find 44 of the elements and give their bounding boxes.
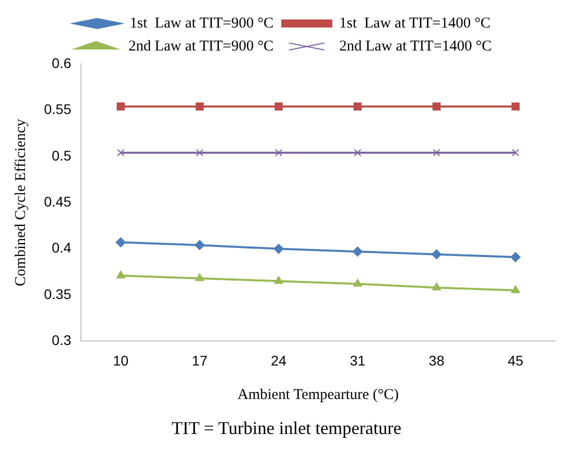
y-tick-label: 0.55 — [44, 101, 72, 118]
point — [352, 246, 363, 257]
point — [432, 249, 442, 260]
x-tick-label: 24 — [270, 352, 287, 368]
x-tick-label: 17 — [192, 352, 208, 368]
point — [512, 149, 520, 156]
legend-label: 1st Law at TIT=900 °C — [130, 15, 274, 32]
point — [116, 102, 125, 111]
legend-label: 2nd Law at TIT=1400 °C — [339, 38, 492, 54]
x-tick-label: 31 — [350, 352, 366, 368]
legend-label: 2nd Law at TIT=900 °C — [128, 38, 274, 54]
point — [274, 149, 282, 156]
x-tick-label: 38 — [428, 352, 445, 368]
point — [274, 276, 284, 284]
text: TIT = Turbine inlet temperature — [170, 418, 402, 439]
point — [432, 282, 441, 290]
point — [195, 273, 204, 282]
point — [274, 102, 283, 111]
point — [117, 149, 124, 156]
y-tick-label: 0.5 — [52, 147, 72, 164]
point — [353, 278, 362, 287]
x-tick-label: 45 — [508, 352, 524, 368]
point — [194, 240, 205, 250]
point — [511, 102, 520, 111]
y-axis-title: Combined Cycle Efficiency — [12, 118, 29, 286]
y-tick-label: 0.35 — [44, 286, 72, 302]
point — [116, 237, 126, 248]
point — [196, 149, 204, 156]
point — [354, 149, 362, 156]
point — [274, 244, 284, 254]
point — [116, 270, 126, 278]
point — [511, 285, 520, 294]
point — [196, 102, 204, 111]
x-axis-title: Ambient Tempearture (°C) — [237, 386, 399, 403]
y-tick-label: 0.45 — [44, 193, 72, 210]
point — [432, 102, 441, 111]
x-tick-label: 10 — [112, 352, 129, 368]
y-tick-label: 0.6 — [52, 54, 72, 71]
y-tick-label: 0.3 — [52, 332, 72, 348]
point — [432, 149, 440, 156]
legend-label: 1st Law at TIT=1400 °C — [339, 15, 490, 32]
point — [510, 252, 521, 262]
point — [354, 102, 362, 111]
y-tick-label: 0.4 — [52, 240, 72, 256]
